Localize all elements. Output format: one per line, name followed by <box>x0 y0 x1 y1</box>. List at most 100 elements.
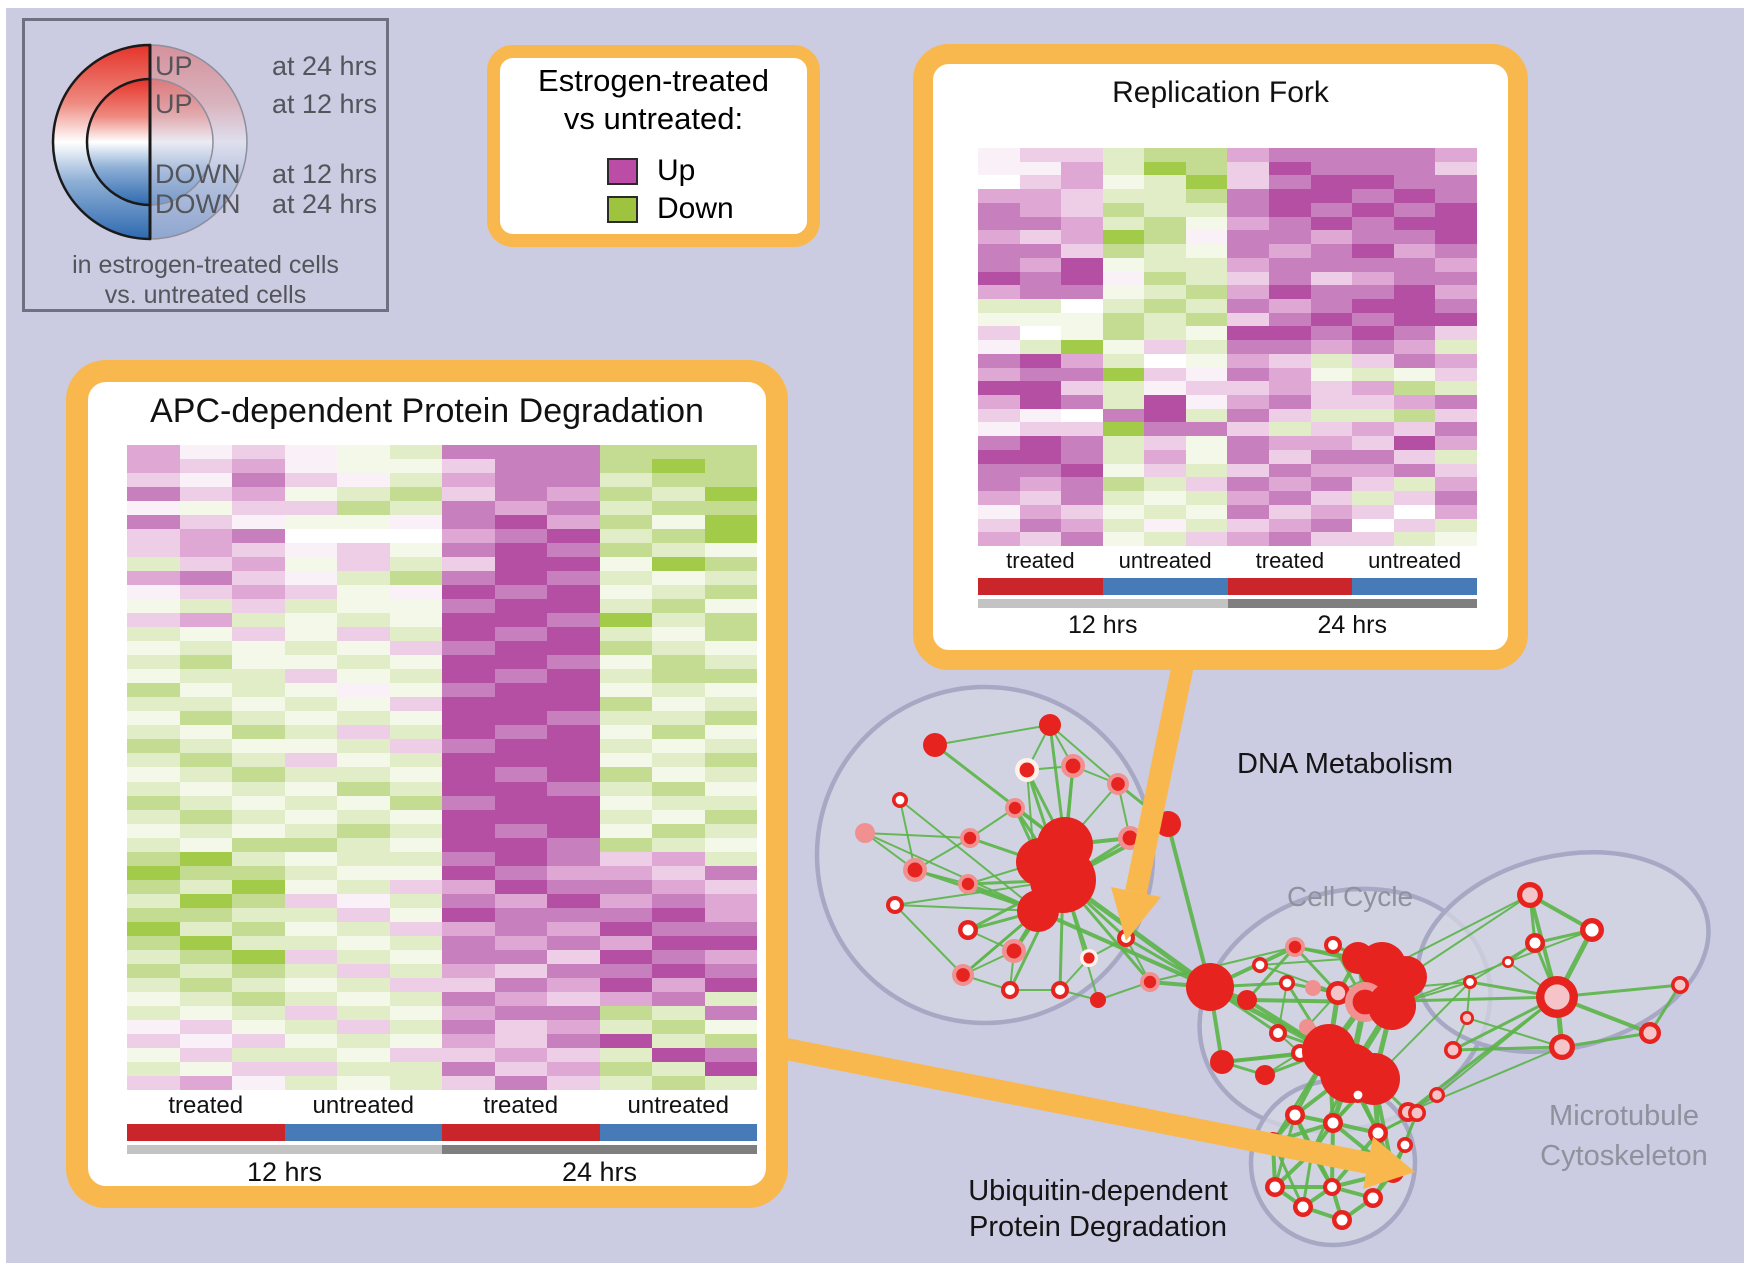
heatmap-cell <box>127 781 180 796</box>
heatmap-cell <box>1102 381 1145 396</box>
heatmap-cell <box>442 1005 495 1020</box>
heatmap-cell <box>1393 436 1436 450</box>
heatmap-cell <box>652 991 705 1006</box>
heatmap-cell <box>389 907 442 922</box>
heatmap-cell <box>284 921 337 936</box>
network-node-core <box>1297 1201 1309 1213</box>
network-node <box>1210 1050 1234 1074</box>
heatmap-cell <box>337 697 390 712</box>
heatmap-cell <box>232 613 285 628</box>
heatmap-cell <box>599 767 652 782</box>
heatmap-cell <box>1144 532 1186 546</box>
network-node-core <box>1255 960 1265 970</box>
heatmap-cell <box>1269 408 1311 423</box>
heatmap-cell <box>1227 257 1270 272</box>
heatmap-cell <box>232 599 285 614</box>
heatmap-cell <box>1102 518 1145 533</box>
heatmap-cell <box>284 949 337 964</box>
heatmap-cell <box>599 529 652 544</box>
heatmap-cell <box>1269 161 1311 176</box>
heatmap-cell <box>494 795 547 810</box>
heatmap-cell <box>1019 408 1062 423</box>
heatmap-cell <box>1269 326 1311 341</box>
heatmap-cell <box>1019 353 1062 368</box>
heatmap-cell <box>547 879 600 894</box>
heatmap-cell <box>127 879 180 894</box>
heatmap-cell <box>1061 367 1103 382</box>
heatmap-cell <box>1061 175 1103 190</box>
heatmap-cell <box>1061 532 1103 546</box>
heatmap-cell <box>704 641 757 656</box>
heatmap-cell <box>442 851 495 866</box>
heatmap-cell <box>442 1061 495 1076</box>
heatmap-cell <box>704 697 757 712</box>
heatmap-cell <box>547 515 600 530</box>
heatmap-cell <box>494 1033 547 1048</box>
heatmap-cell <box>652 865 705 880</box>
network-node-core <box>1674 979 1686 991</box>
heatmap-cell <box>232 641 285 656</box>
heatmap-cell <box>127 557 180 572</box>
heatmap-cell <box>179 1047 232 1062</box>
heatmap-cell <box>1393 449 1436 464</box>
heatmap-cell <box>978 408 1020 423</box>
heatmap-cell <box>599 501 652 516</box>
heatmap-cell <box>547 823 600 838</box>
heatmap-cell <box>389 557 442 572</box>
heatmap-cell <box>1393 230 1436 245</box>
heatmap-cell <box>1352 436 1394 450</box>
heatmap-cell <box>494 781 547 796</box>
heatmap-cell <box>1352 340 1394 354</box>
heatmap-cell <box>442 543 495 558</box>
heatmap-cell <box>179 599 232 614</box>
heatmap-cell <box>232 753 285 768</box>
network-node <box>1090 992 1106 1008</box>
heatmap-cell <box>442 795 495 810</box>
time-label: 12 hrs <box>246 1157 323 1187</box>
heatmap-cell <box>1393 202 1436 217</box>
heatmap-cell <box>652 711 705 726</box>
heatmap-cell <box>547 767 600 782</box>
heatmap-cell <box>442 599 495 614</box>
heatmap-cell <box>494 529 547 544</box>
heatmap-cell <box>494 1047 547 1062</box>
heatmap-cell <box>337 641 390 656</box>
heatmap-cell <box>284 753 337 768</box>
heatmap-cell <box>1061 381 1103 396</box>
heatmap-cell <box>547 487 600 502</box>
condition-label: treated <box>168 1092 244 1119</box>
heatmap-cell <box>179 809 232 824</box>
heatmap-cell <box>284 893 337 908</box>
heatmap-cell <box>1269 518 1311 533</box>
heatmap-cell <box>494 473 547 488</box>
heatmap-cell <box>1185 518 1228 533</box>
heatmap-cell <box>599 963 652 978</box>
heatmap-cell <box>1185 436 1228 450</box>
heatmap-cell <box>652 795 705 810</box>
heatmap-cell <box>442 865 495 880</box>
heatmap-cell <box>337 949 390 964</box>
heatmap-cell <box>652 459 705 474</box>
heatmap-cell <box>1352 491 1394 505</box>
heatmap-cell <box>1019 189 1062 203</box>
heatmap-cell <box>1310 298 1353 313</box>
heatmap-cell <box>652 585 705 600</box>
heatmap-cell <box>1227 477 1270 492</box>
network-node-core <box>1008 801 1022 815</box>
heatmap-cell <box>1227 244 1270 258</box>
heatmap-cell <box>179 669 232 684</box>
heatmap-cell <box>599 921 652 936</box>
heatmap-cell <box>337 795 390 810</box>
heatmap-cell <box>232 473 285 488</box>
heatmap-cell <box>127 851 180 866</box>
network-node-core <box>1269 1181 1281 1193</box>
heatmap-cell <box>337 809 390 824</box>
heatmap-cell <box>127 865 180 880</box>
heatmap-cell <box>978 463 1020 478</box>
heatmap-cell <box>1435 175 1477 190</box>
network-node-core <box>1504 958 1512 966</box>
heatmap-cell <box>1102 298 1145 313</box>
heatmap-cell <box>1102 395 1145 409</box>
heatmap-cell <box>337 921 390 936</box>
heatmap-cell <box>1352 532 1394 546</box>
